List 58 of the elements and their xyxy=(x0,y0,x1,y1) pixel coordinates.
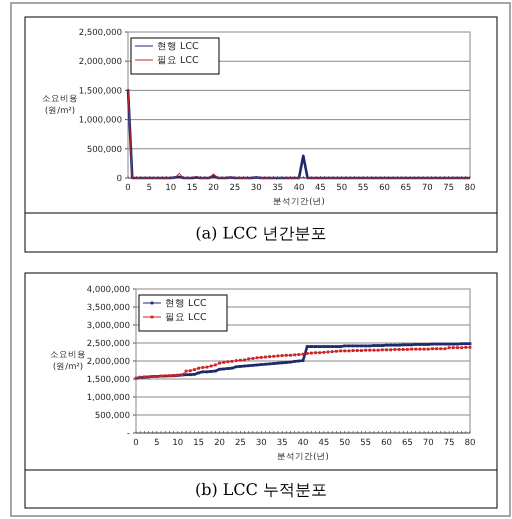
x-tick-label: 20 xyxy=(208,183,219,193)
legend-label: 현행 LCC xyxy=(165,298,207,309)
x-tick-label: 70 xyxy=(422,438,434,448)
x-tick-label: 5 xyxy=(146,183,152,193)
x-tick-label: 80 xyxy=(464,438,476,448)
y-tick-label: 1,000,000 xyxy=(86,393,130,403)
y-tick-label: 2,000,000 xyxy=(78,57,122,68)
x-tick-label: 50 xyxy=(336,183,348,193)
x-axis-title: 분석기간(년) xyxy=(273,197,325,207)
x-axis-title: 분석기간(년) xyxy=(277,452,329,462)
x-tick-label: 55 xyxy=(358,183,369,193)
y-tick-label: 500,000 xyxy=(86,144,122,155)
x-tick-label: 35 xyxy=(272,183,284,193)
text: (b) LCC 누적분포 xyxy=(194,480,328,499)
legend-label: 현행 LCC xyxy=(157,41,199,52)
x-tick-label: 30 xyxy=(256,438,267,448)
x-tick-label: 60 xyxy=(381,438,392,448)
y-tick-label: 4,000,000 xyxy=(86,285,130,295)
y-tick-label: 2,500,000 xyxy=(86,339,130,349)
y-tick-label: 3,000,000 xyxy=(86,321,130,331)
x-tick-label: 35 xyxy=(276,438,288,448)
x-tick-label: 20 xyxy=(214,438,225,448)
x-tick-label: 15 xyxy=(193,438,204,448)
y-tick-label: 3,500,000 xyxy=(86,303,130,313)
x-tick-label: 25 xyxy=(229,183,240,193)
x-tick-label: 10 xyxy=(172,438,184,448)
x-tick-label: 55 xyxy=(360,438,372,448)
x-tick-label: 5 xyxy=(154,438,160,448)
y-tick-label: 0 xyxy=(116,174,122,184)
x-tick-label: 75 xyxy=(443,183,454,193)
x-tick-label: 70 xyxy=(422,183,433,193)
legend-label: 필요 LCC xyxy=(157,55,199,66)
y-tick-label: 2,000,000 xyxy=(86,357,130,367)
x-tick-label: 65 xyxy=(400,183,412,193)
y-axis-title: 소요비용 (원/m²) xyxy=(42,94,78,116)
x-tick-label: 10 xyxy=(165,183,176,193)
x-tick-label: 50 xyxy=(339,438,350,448)
x-tick-label: 25 xyxy=(234,438,246,448)
y-tick-label: 1,500,000 xyxy=(86,375,130,385)
x-tick-label: 80 xyxy=(464,183,476,193)
x-tick-label: 0 xyxy=(133,438,139,448)
text: (a) LCC 년간분포 xyxy=(195,224,327,242)
y-tick-label: 1,500,000 xyxy=(78,86,122,96)
x-tick-label: 75 xyxy=(444,438,455,448)
x-tick-label: 40 xyxy=(298,438,308,448)
y-tick-label: 1,000,000 xyxy=(78,116,122,126)
legend-label: 필요 LCC xyxy=(165,312,207,323)
x-tick-label: 40 xyxy=(294,183,304,193)
y-tick-label: 2,500,000 xyxy=(78,28,122,38)
x-tick-label: 60 xyxy=(379,183,390,193)
y-tick-label: 500,000 xyxy=(94,411,130,421)
x-tick-label: 45 xyxy=(318,438,330,448)
y-tick-label: - xyxy=(126,429,130,439)
x-tick-label: 30 xyxy=(250,183,262,193)
x-tick-label: 65 xyxy=(402,438,413,448)
x-tick-label: 45 xyxy=(314,183,326,193)
y-axis-title: 소요비용 (원/m²) xyxy=(50,350,86,372)
x-tick-label: 15 xyxy=(186,183,198,193)
